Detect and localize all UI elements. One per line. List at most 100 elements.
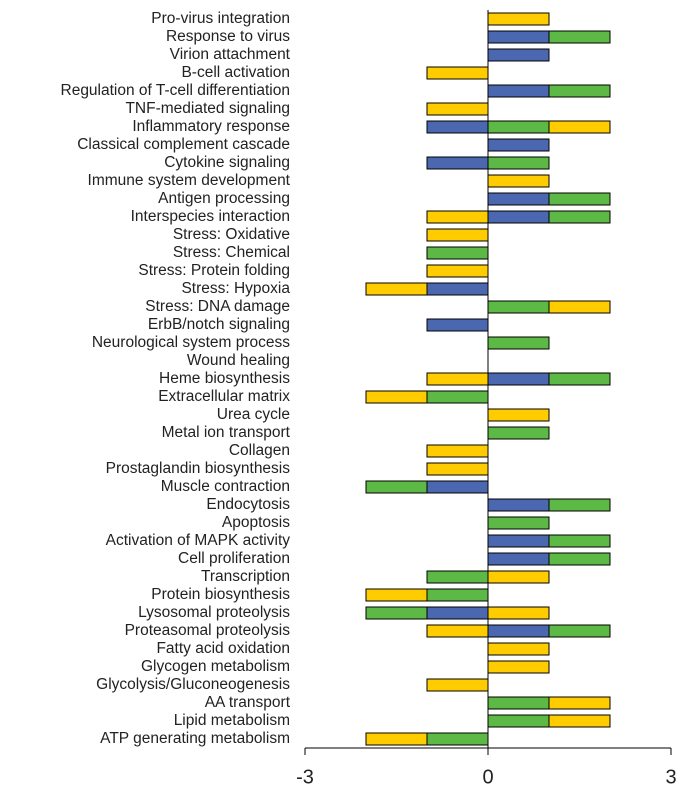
bar-segment [426, 480, 489, 494]
bar-segment [365, 282, 428, 296]
category-label: B-cell activation [181, 64, 290, 81]
category-label: Urea cycle [217, 406, 290, 423]
bar-segment [487, 660, 550, 674]
bar-segment [548, 84, 611, 98]
category-label: ATP generating metabolism [100, 730, 290, 747]
category-label: Classical complement cascade [77, 136, 290, 153]
bar-segment [548, 624, 611, 638]
bar-segment [548, 714, 611, 728]
category-label: Antigen processing [158, 190, 290, 207]
bar-segment [487, 426, 550, 440]
bar-segment [487, 570, 550, 584]
bar-segment [365, 606, 428, 620]
category-label: Fatty acid oxidation [156, 640, 290, 657]
bar-segment [426, 678, 489, 692]
category-label: Regulation of T-cell differentiation [61, 82, 291, 99]
bar-segment [548, 372, 611, 386]
bar-segment [548, 120, 611, 134]
category-label: Stress: DNA damage [145, 298, 290, 315]
bar-segment [487, 120, 550, 134]
bar-segment [426, 732, 489, 746]
category-label: Cytokine signaling [164, 154, 290, 171]
bar-segment [487, 552, 550, 566]
category-label: Extracellular matrix [158, 388, 290, 405]
bar-segment [365, 480, 428, 494]
category-label: Pro-virus integration [151, 10, 290, 27]
x-tick-label: 0 [482, 766, 493, 787]
category-label: Cell proliferation [178, 550, 290, 567]
bar-segment [487, 624, 550, 638]
bar-segment [426, 444, 489, 458]
category-label: Muscle contraction [161, 478, 290, 495]
bar-segment [426, 588, 489, 602]
bar-segment [426, 210, 489, 224]
bar-segment [487, 714, 550, 728]
bar-segment [487, 300, 550, 314]
bar-segment [487, 138, 550, 152]
bar-segment [548, 534, 611, 548]
bar-segment [426, 606, 489, 620]
category-label: Inflammatory response [132, 118, 290, 135]
bar-segment [426, 372, 489, 386]
bar-segment [548, 696, 611, 710]
bar-segment [487, 30, 550, 44]
category-label: Immune system development [88, 172, 291, 189]
bar-segment [426, 120, 489, 134]
bar-segment [548, 498, 611, 512]
bar-segment [487, 84, 550, 98]
category-label: Interspecies interaction [131, 208, 290, 225]
bar-segment [487, 408, 550, 422]
category-label: Prostaglandin biosynthesis [106, 460, 291, 477]
bar-segment [426, 156, 489, 170]
category-label: Glycogen metabolism [141, 658, 290, 675]
bar-segment [426, 570, 489, 584]
bar-segment [426, 264, 489, 278]
bar-segment [426, 462, 489, 476]
bar-segment [487, 606, 550, 620]
bar-segment [426, 390, 489, 404]
bar-segment [487, 516, 550, 530]
x-tick-label: 3 [665, 766, 676, 787]
bar-segment [487, 498, 550, 512]
bar-segment [426, 228, 489, 242]
category-label: Wound healing [187, 352, 290, 369]
category-label: Neurological system process [92, 334, 290, 351]
category-label: Stress: Oxidative [173, 226, 290, 243]
bar-segment [365, 588, 428, 602]
category-label: Heme biosynthesis [159, 370, 290, 387]
bar-segment [487, 642, 550, 656]
bar-segment [548, 552, 611, 566]
bar-segment [426, 282, 489, 296]
category-label: Endocytosis [206, 496, 290, 513]
bar-segment [426, 66, 489, 80]
category-label: Transcription [201, 568, 290, 585]
category-label: Protein biosynthesis [151, 586, 290, 603]
category-label: TNF-mediated signaling [125, 100, 290, 117]
bar-segment [548, 30, 611, 44]
category-label: Glycolysis/Gluconeogenesis [96, 676, 290, 693]
category-label: Collagen [229, 442, 290, 459]
bar-segment [426, 624, 489, 638]
bar-segment [487, 156, 550, 170]
bar-segment [487, 372, 550, 386]
bar-segment [487, 210, 550, 224]
category-label: Virion attachment [170, 46, 291, 63]
category-label: Response to virus [166, 28, 290, 45]
bar-segment [487, 696, 550, 710]
bar-segment [426, 102, 489, 116]
category-label: Stress: Hypoxia [181, 280, 290, 297]
bar-segment [487, 12, 550, 26]
x-tick-label: -3 [296, 766, 314, 787]
category-label: Proteasomal proteolysis [125, 622, 291, 639]
bar-segment [548, 300, 611, 314]
bar-segment [426, 246, 489, 260]
bar-segment [487, 48, 550, 62]
bar-segment [365, 390, 428, 404]
category-label: Lysosomal proteolysis [138, 604, 290, 621]
category-label: Metal ion transport [162, 424, 291, 441]
bar-segment [426, 318, 489, 332]
bar-segment [487, 534, 550, 548]
bar-segment [548, 210, 611, 224]
category-label: AA transport [205, 694, 291, 711]
